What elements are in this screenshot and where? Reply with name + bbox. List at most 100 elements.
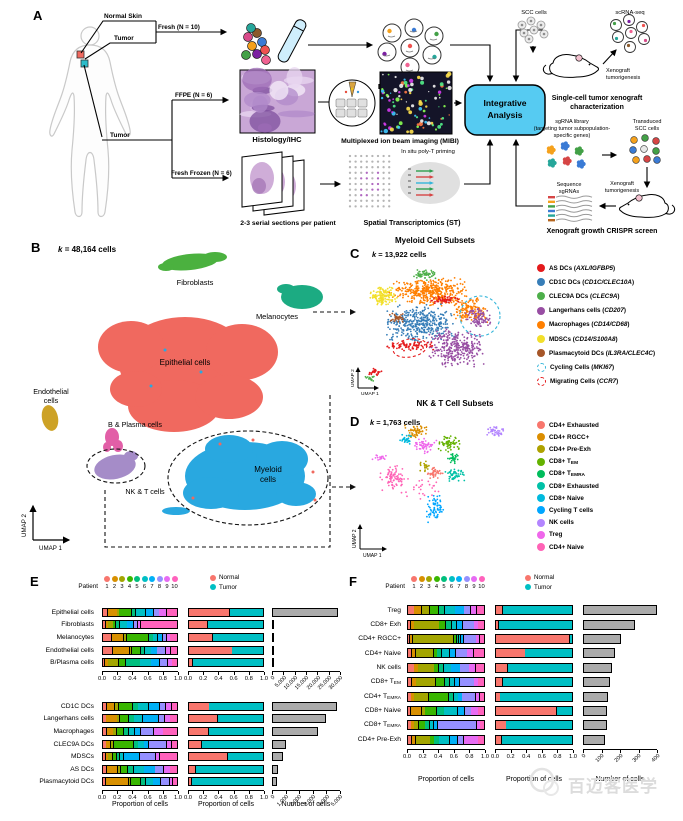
- patient-color-dot: [471, 576, 477, 582]
- patient-number: 10: [478, 583, 485, 590]
- bar-segment: [132, 702, 138, 710]
- mouse-icon: [619, 194, 676, 218]
- patient-legend-label: Patient: [385, 583, 405, 590]
- bar-segment: [500, 692, 572, 701]
- umap1-axis-label: UMAP 1: [361, 391, 379, 397]
- count-bar: [272, 714, 327, 724]
- panel-c-cellcount: k = 13,922 cells: [372, 250, 427, 259]
- scrna-label: scRNA-seq: [615, 10, 644, 16]
- bar-segment: [456, 649, 467, 658]
- epithelial-cluster: [98, 317, 278, 432]
- bar-segment: [454, 692, 458, 701]
- normal-tumor-bar: [495, 734, 573, 745]
- bar-segment: [130, 778, 141, 786]
- bar-segment: [408, 706, 411, 715]
- bar-segment: [232, 646, 263, 654]
- bar-segment: [138, 740, 144, 748]
- nkt-cluster: [94, 451, 138, 480]
- legend-label: CD8+ TEM: [549, 457, 579, 466]
- human-body-icon: [49, 26, 131, 218]
- row-label: Fibroblasts: [61, 621, 94, 629]
- fibroblasts-cluster: [158, 252, 227, 271]
- chart-row: Langerhans cells: [0, 713, 345, 726]
- legend-item: Cycling Cells (MKI67): [537, 361, 614, 373]
- patient-color-dot: [411, 576, 417, 582]
- bar-segment: [103, 646, 113, 654]
- bar-segment: [454, 634, 457, 643]
- bar-segment: [501, 735, 572, 744]
- crispr-caption: Xenograft growth CRISPR screen: [547, 228, 658, 235]
- bar-segment: [415, 735, 430, 744]
- patient-number: 5: [135, 583, 139, 590]
- patient-stacked-bar: [407, 677, 485, 688]
- bar-segment: [103, 778, 106, 786]
- bar-segment: [467, 649, 473, 658]
- chart-row: CD4+ TEMRA: [345, 689, 683, 703]
- color-dot-icon: [537, 506, 545, 515]
- bar-segment: [138, 702, 149, 710]
- panel-b-umap: Fibroblasts Melanocytes Epithelial cells…: [21, 252, 329, 552]
- bar-segment: [113, 621, 116, 629]
- bar-segment: [143, 715, 158, 723]
- normal-tumor-bar: [495, 677, 573, 688]
- patient-legend-label: Patient: [78, 583, 98, 590]
- umap2-axis-label: UMAP 2: [21, 514, 28, 537]
- count-bar: [272, 777, 277, 787]
- patient-color-dot: [418, 576, 425, 582]
- mibi-image: [380, 71, 452, 134]
- patient-stacked-bar: [102, 607, 178, 617]
- bar-segment: [157, 646, 166, 654]
- count-bar: [272, 726, 319, 736]
- bar-segment: [119, 608, 131, 616]
- sequence-sgrnas-icon: [548, 195, 593, 222]
- patient-color-dot: [441, 576, 447, 582]
- serial-sections-label: 2-3 serial sections per patient: [240, 220, 336, 227]
- axis-tick-label: 1.0: [259, 795, 269, 802]
- count-bar: [272, 701, 338, 711]
- chart-row: B/Plasma cells: [0, 656, 345, 669]
- bar-segment: [569, 634, 572, 643]
- axis-tick-label: 0.6: [143, 676, 152, 682]
- axis-tick: [485, 750, 486, 753]
- bar-segment: [411, 692, 414, 701]
- proportion-axis: 0.0 0.2 0.4 0.6 0.8 1.0: [403, 749, 489, 770]
- legend-label: CD8+ Exhausted: [549, 482, 599, 490]
- axis-title: Number of cells: [281, 801, 331, 808]
- normal-tumor-bar: [495, 691, 573, 702]
- tumor-top-label: Tumor: [114, 35, 134, 42]
- bar-segment: [473, 649, 484, 658]
- legend-item: CD8+ Exhausted: [537, 480, 599, 492]
- patient-number: 10: [171, 583, 178, 590]
- bar-segment: [470, 606, 477, 615]
- axis-tick: [326, 791, 328, 795]
- bar-segment: [108, 621, 113, 629]
- proportion-axis: 0.0 0.2 0.4 0.6 0.8 1.0: [98, 790, 182, 811]
- bar-segment: [144, 765, 155, 773]
- color-dot-icon: [537, 543, 545, 551]
- chart-row: CD1C DCs: [0, 700, 345, 713]
- bar-segment: [162, 633, 167, 641]
- sample-branches: [80, 20, 230, 182]
- color-dot-icon: [537, 335, 545, 343]
- row-label: NK cells: [376, 664, 401, 672]
- patient-stacked-bar: [102, 752, 178, 762]
- count-bar: [272, 645, 274, 655]
- axis-tick: [248, 791, 250, 795]
- bar-segment: [113, 740, 133, 748]
- count-bar: [583, 677, 610, 688]
- axis-title: Proportion of cells: [111, 801, 169, 808]
- axis-tick: [147, 672, 149, 675]
- panel-c-umap: UMAP 2 UMAP 1: [350, 269, 501, 397]
- myeloid-label-2: cells: [260, 475, 276, 484]
- bar-segment: [171, 702, 177, 710]
- bar-segment: [189, 659, 192, 667]
- integrative-label-2: Analysis: [488, 110, 523, 120]
- color-dot-icon: [537, 530, 545, 539]
- bar-segment: [169, 778, 173, 786]
- xenograft-tum-label-2: tumorigenesis: [606, 75, 640, 81]
- row-label: CD8+ TEMRA: [364, 721, 401, 730]
- fibroblasts-label: Fibroblasts: [177, 278, 214, 287]
- bar-segment: [134, 727, 141, 735]
- chart-row: CLEC9A DCs: [0, 738, 345, 751]
- bar-segment: [189, 778, 192, 786]
